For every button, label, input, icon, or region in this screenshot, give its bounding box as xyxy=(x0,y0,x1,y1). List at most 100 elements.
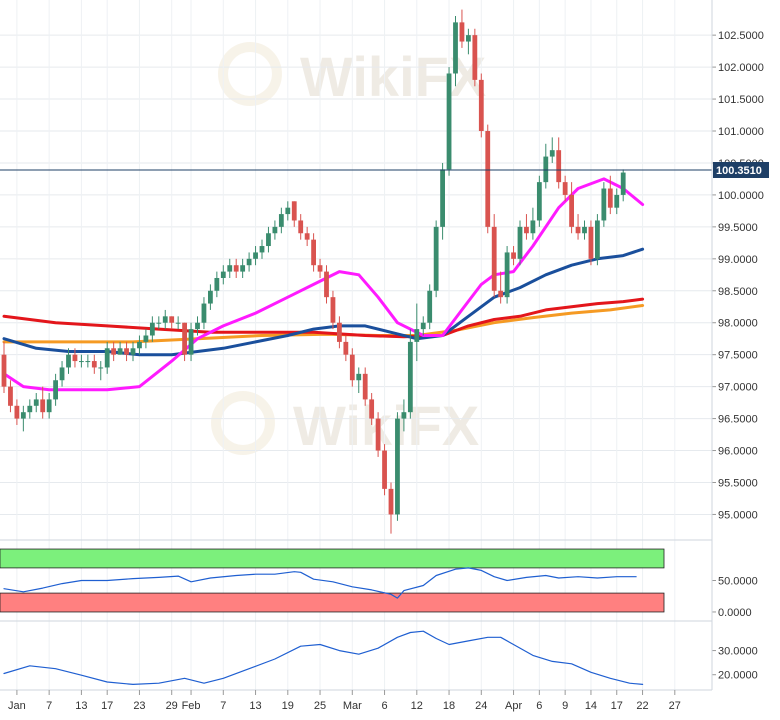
date-tick-label: 6 xyxy=(381,700,387,712)
candle-down xyxy=(375,412,381,457)
date-tick-label: 7 xyxy=(220,700,226,712)
price-tick-label: 98.5000 xyxy=(718,286,758,298)
date-axis: Jan 7 13 17 23 29 Feb 7 13 19 25 Mar 6 12 18 24 Apr 6 9 14 1… xyxy=(8,690,681,712)
price-tick-label: 97.0000 xyxy=(718,382,758,394)
candle-up xyxy=(595,214,600,266)
date-tick-label: Mar xyxy=(343,700,362,712)
candle-down xyxy=(111,341,117,362)
candle-up xyxy=(407,329,413,419)
candle-up xyxy=(536,175,542,227)
main-panel: 102.5000102.0000101.5000101.0000100.5000… xyxy=(0,0,769,690)
price-tick-label: 101.0000 xyxy=(718,126,764,138)
candle-up xyxy=(156,316,162,330)
candle-up xyxy=(433,220,439,298)
candle-down xyxy=(349,348,355,387)
rsi-line xyxy=(3,567,637,599)
rsi-panel: 50.0000 0.0000 xyxy=(0,548,758,619)
candle-down xyxy=(233,258,239,278)
price-tick-label: 100.0000 xyxy=(718,190,764,202)
candle-up xyxy=(66,348,71,374)
candle-down xyxy=(317,258,323,278)
candle-down xyxy=(304,226,310,247)
price-tick-label: 96.5000 xyxy=(718,414,758,426)
candle-down xyxy=(511,246,516,266)
date-tick-label: 9 xyxy=(562,700,568,712)
price-tick-label: 95.0000 xyxy=(718,509,758,521)
adx-panel: 30.0000 20.0000 xyxy=(3,630,758,686)
candle-down xyxy=(562,175,568,202)
candle-up xyxy=(208,284,213,310)
candle-up xyxy=(246,252,252,272)
date-tick-label: 7 xyxy=(46,700,52,712)
candle-down xyxy=(459,9,465,48)
date-tick-label: 17 xyxy=(611,700,623,712)
date-tick-label: 17 xyxy=(101,700,113,712)
candle-down xyxy=(362,367,368,406)
candle-up xyxy=(278,207,284,234)
candle-up xyxy=(530,207,536,240)
candle-down xyxy=(575,214,581,240)
oversold-zone xyxy=(0,592,665,613)
candle-down xyxy=(324,265,329,304)
candle-up xyxy=(549,137,555,163)
candle-up xyxy=(453,15,458,87)
candle-down xyxy=(382,444,387,496)
grid-main xyxy=(0,0,712,690)
ma-blue-line xyxy=(2,247,645,357)
date-tick-label: 13 xyxy=(249,700,261,712)
price-tick-label: 102.5000 xyxy=(718,30,764,42)
candle-down xyxy=(311,233,316,272)
candle-up xyxy=(543,143,549,189)
date-tick-label: 18 xyxy=(443,700,455,712)
price-axis: 102.5000102.0000101.5000101.0000100.5000… xyxy=(712,30,764,521)
rsi-indicator xyxy=(0,548,665,613)
date-tick-label: 6 xyxy=(536,700,542,712)
candle-down xyxy=(330,290,336,330)
adx-axis: 30.0000 20.0000 xyxy=(712,646,758,682)
date-tick-label: 14 xyxy=(585,700,597,712)
candle-up xyxy=(427,284,433,330)
candle-down xyxy=(8,380,13,413)
candle-down xyxy=(14,399,20,425)
candle-up xyxy=(601,182,607,227)
candle-down xyxy=(588,220,594,266)
svg-text:WikiFX: WikiFX xyxy=(293,394,479,457)
date-tick-label: 25 xyxy=(314,700,326,712)
candle-down xyxy=(337,316,342,349)
candle-up xyxy=(356,367,362,394)
date-tick-label: 23 xyxy=(133,700,145,712)
date-tick-label: 24 xyxy=(475,700,487,712)
price-tick-label: 95.5000 xyxy=(718,477,758,489)
current-price-tag: 100.3510 xyxy=(713,162,769,178)
candles xyxy=(1,9,626,534)
candle-up xyxy=(266,226,271,253)
candle-up xyxy=(104,341,110,374)
candle-up xyxy=(414,303,420,362)
rsi-axis: 50.0000 0.0000 xyxy=(712,576,758,619)
candle-up xyxy=(130,341,136,362)
candle-down xyxy=(40,386,46,419)
price-tick-label: 96.0000 xyxy=(718,446,758,458)
price-tick-label: 98.0000 xyxy=(718,318,758,330)
candle-up xyxy=(79,354,84,368)
date-tick-label: 27 xyxy=(669,700,681,712)
candle-down xyxy=(298,214,304,240)
candle-up xyxy=(214,271,220,298)
candle-up xyxy=(33,393,39,413)
candle-up xyxy=(188,322,194,362)
candle-up xyxy=(46,393,52,419)
candle-up xyxy=(137,335,142,355)
candle-down xyxy=(1,341,7,394)
candle-down xyxy=(343,335,349,362)
date-tick-label: Feb xyxy=(182,700,201,712)
date-tick-label: 29 xyxy=(166,700,178,712)
candle-up xyxy=(620,169,626,202)
candle-down xyxy=(569,182,574,234)
candle-up xyxy=(53,373,58,406)
candle-up xyxy=(149,316,155,342)
candle-down xyxy=(478,73,484,138)
candle-down xyxy=(124,341,129,362)
price-tick-label: 102.0000 xyxy=(718,62,764,74)
candle-down xyxy=(72,348,78,368)
